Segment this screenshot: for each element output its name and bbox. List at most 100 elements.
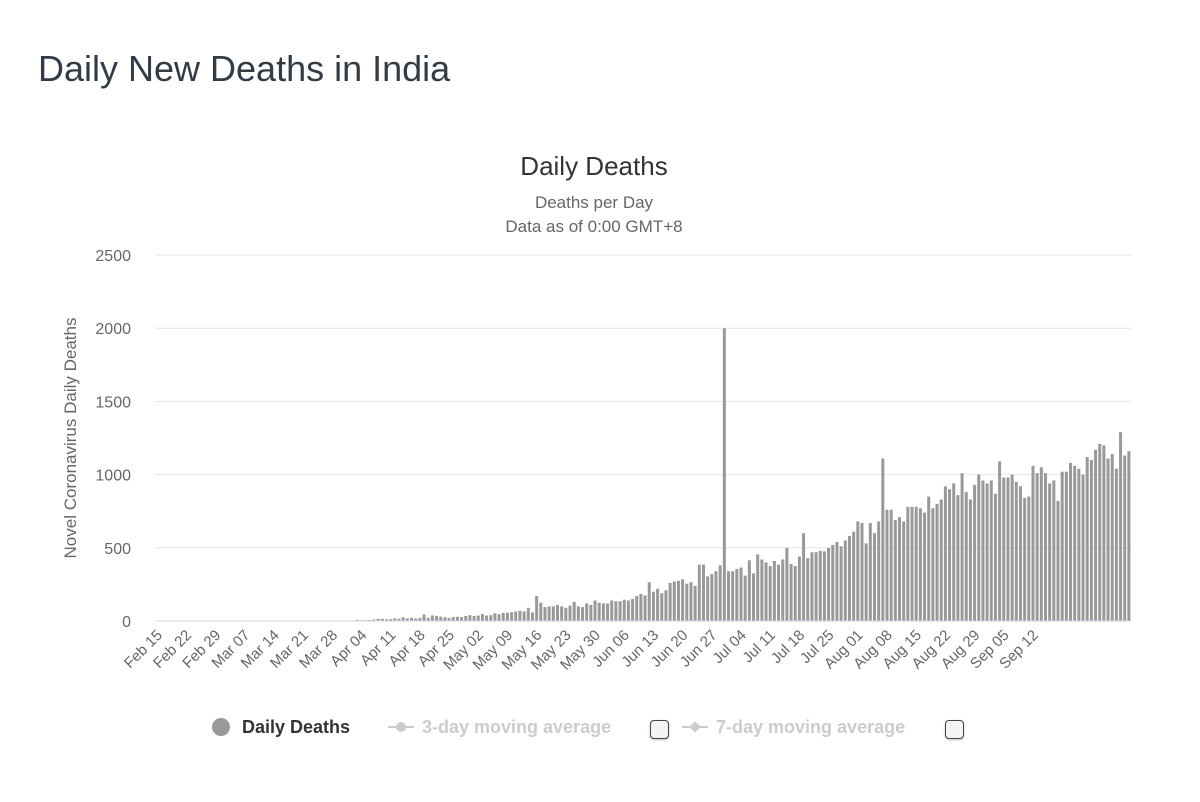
bar[interactable] — [647, 582, 651, 621]
bar[interactable] — [397, 618, 401, 621]
bar[interactable] — [701, 564, 705, 621]
bar[interactable] — [927, 496, 931, 621]
bar[interactable] — [1094, 449, 1098, 621]
bar[interactable] — [601, 603, 605, 621]
bar[interactable] — [393, 618, 397, 621]
bar[interactable] — [764, 562, 768, 621]
bar[interactable] — [822, 551, 826, 621]
bar[interactable] — [839, 546, 843, 621]
bar[interactable] — [968, 499, 972, 621]
legend-item-7-day-average[interactable]: 7-day moving average — [682, 712, 905, 742]
bar[interactable] — [806, 558, 810, 621]
bar[interactable] — [631, 599, 635, 621]
bar[interactable] — [610, 600, 614, 622]
bar[interactable] — [435, 615, 439, 621]
bar[interactable] — [977, 474, 981, 621]
bar[interactable] — [543, 607, 547, 621]
bar[interactable] — [693, 585, 697, 621]
bar[interactable] — [989, 480, 993, 621]
bar[interactable] — [1106, 458, 1110, 622]
bar[interactable] — [948, 489, 952, 621]
bar[interactable] — [685, 583, 689, 621]
bar[interactable] — [514, 611, 518, 621]
bar[interactable] — [973, 484, 977, 621]
bar[interactable] — [1102, 445, 1106, 621]
bar[interactable] — [847, 536, 851, 621]
bar[interactable] — [985, 483, 989, 621]
bar[interactable] — [710, 574, 714, 621]
bar[interactable] — [885, 509, 889, 621]
bar[interactable] — [831, 544, 835, 621]
bar[interactable] — [1056, 500, 1060, 621]
bar[interactable] — [560, 606, 564, 621]
bar[interactable] — [852, 531, 856, 621]
bar[interactable] — [443, 617, 447, 621]
bar[interactable] — [998, 461, 1002, 621]
bar[interactable] — [464, 616, 468, 621]
bar[interactable] — [910, 506, 914, 621]
bar[interactable] — [614, 601, 618, 621]
bar[interactable] — [410, 617, 414, 621]
bar[interactable] — [856, 521, 860, 621]
bar[interactable] — [802, 533, 806, 621]
bar[interactable] — [747, 560, 751, 621]
bar[interactable] — [1069, 462, 1073, 621]
bar[interactable] — [960, 473, 964, 621]
bar[interactable] — [455, 616, 459, 621]
bar[interactable] — [643, 595, 647, 621]
bar[interactable] — [555, 604, 559, 621]
bar[interactable] — [651, 591, 655, 621]
bar[interactable] — [1064, 471, 1068, 621]
bar[interactable] — [372, 619, 376, 621]
bar[interactable] — [368, 619, 372, 621]
bar[interactable] — [539, 602, 543, 621]
bar[interactable] — [956, 495, 960, 621]
bar[interactable] — [572, 601, 576, 621]
bar[interactable] — [672, 581, 676, 621]
bar[interactable] — [451, 617, 455, 621]
bar[interactable] — [843, 540, 847, 621]
bar[interactable] — [476, 615, 480, 621]
bar[interactable] — [535, 596, 539, 621]
bar[interactable] — [522, 611, 526, 621]
bar[interactable] — [468, 615, 472, 621]
bar[interactable] — [952, 483, 956, 621]
bar[interactable] — [931, 508, 935, 621]
bar[interactable] — [818, 550, 822, 621]
bar[interactable] — [447, 618, 451, 621]
bar[interactable] — [426, 617, 430, 621]
bar[interactable] — [785, 547, 789, 621]
bar[interactable] — [1014, 481, 1018, 621]
checkbox-3-day-average[interactable] — [650, 720, 669, 739]
bar[interactable] — [526, 607, 530, 621]
bar[interactable] — [1060, 471, 1064, 621]
bar[interactable] — [1052, 480, 1056, 621]
bar[interactable] — [1035, 473, 1039, 621]
checkbox-7-day-average[interactable] — [945, 720, 964, 739]
bar[interactable] — [772, 560, 776, 621]
bar[interactable] — [718, 565, 722, 621]
bar[interactable] — [564, 607, 568, 621]
bar[interactable] — [797, 556, 801, 621]
bar[interactable] — [1119, 432, 1123, 621]
bar[interactable] — [1098, 443, 1102, 621]
legend-item-daily-deaths[interactable]: Daily Deaths — [212, 712, 350, 742]
bar[interactable] — [414, 618, 418, 621]
bar[interactable] — [1031, 465, 1035, 621]
bar[interactable] — [827, 547, 831, 621]
bar[interactable] — [714, 571, 718, 621]
bar[interactable] — [781, 559, 785, 621]
bar[interactable] — [872, 533, 876, 621]
bar[interactable] — [497, 614, 501, 621]
bar[interactable] — [939, 499, 943, 621]
bar[interactable] — [1018, 486, 1022, 621]
bar[interactable] — [622, 599, 626, 621]
bar[interactable] — [1077, 468, 1081, 621]
bar[interactable] — [656, 588, 660, 621]
bar[interactable] — [1027, 496, 1031, 621]
bar[interactable] — [760, 559, 764, 621]
bar[interactable] — [355, 619, 359, 621]
bar[interactable] — [1006, 477, 1010, 621]
bar[interactable] — [918, 508, 922, 621]
bar[interactable] — [597, 602, 601, 621]
